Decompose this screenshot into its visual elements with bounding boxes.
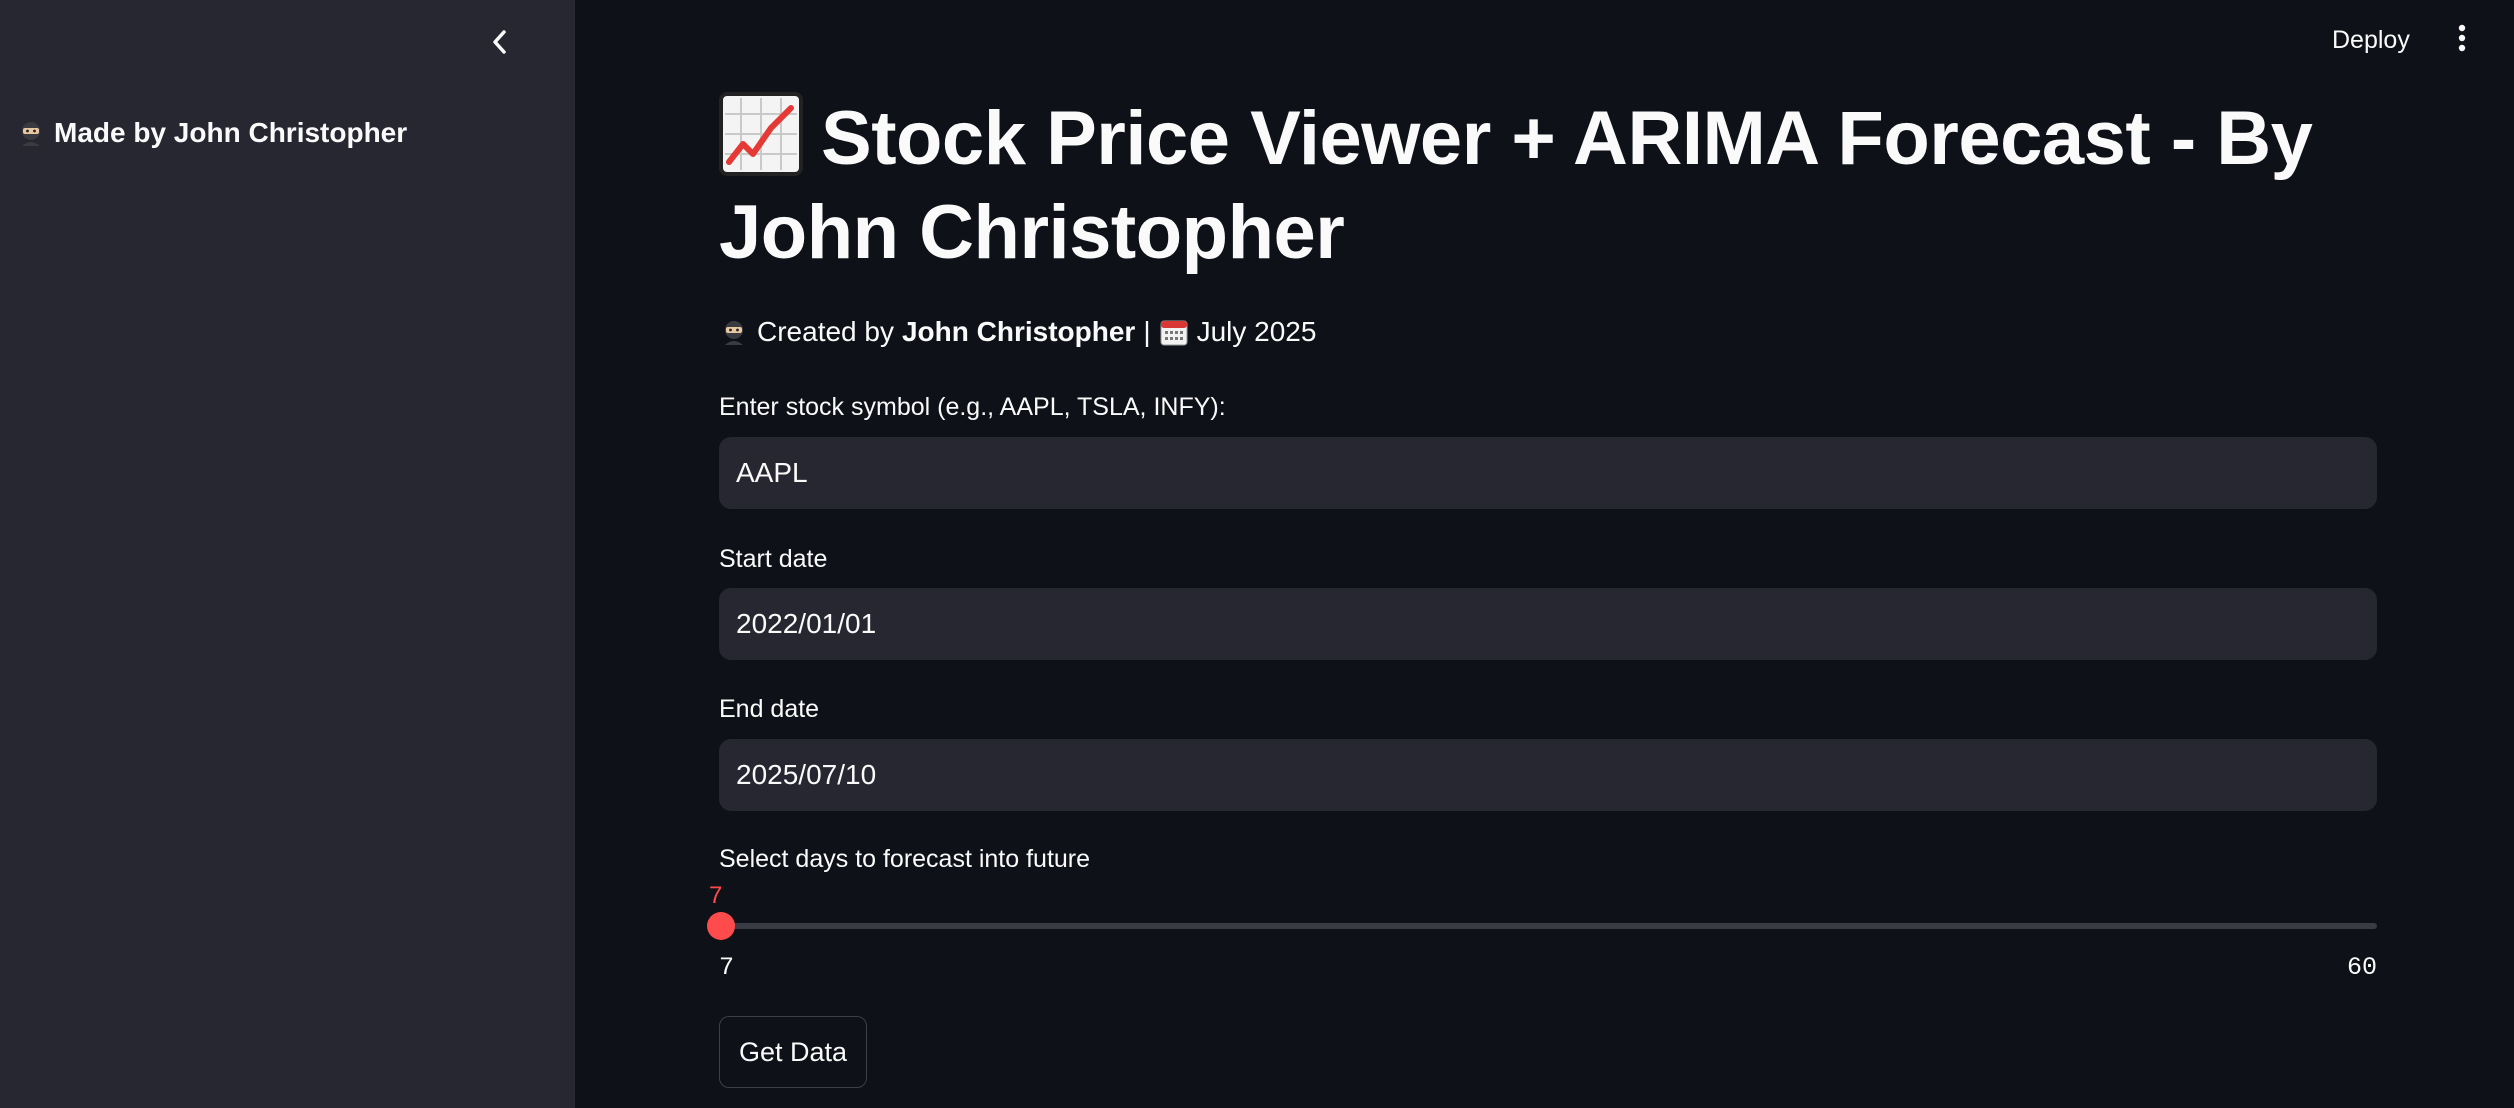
chart-increasing-icon: [719, 92, 803, 176]
subtitle-date: July 2025: [1196, 316, 1317, 347]
slider-current-value: 7: [709, 882, 723, 909]
subtitle-author: John Christopher: [901, 316, 1136, 347]
end-date-input[interactable]: [734, 758, 2362, 792]
subtitle-prefix: Created by: [757, 316, 894, 347]
sidebar-author-text: Made by John Christopher: [54, 117, 408, 148]
forecast-slider-label: Select days to forecast into future: [719, 845, 1091, 873]
forecast-slider-thumb[interactable]: [707, 912, 735, 940]
subtitle: Created by John Christopher | July 2025: [719, 316, 1316, 348]
chevron-left-icon: [493, 30, 506, 54]
slider-max-label: 60: [2346, 953, 2377, 982]
start-date-label: Start date: [719, 545, 828, 573]
symbol-field-label: Enter stock symbol (e.g., AAPL, TSLA, IN…: [719, 393, 1226, 421]
start-date-input[interactable]: [734, 607, 2362, 641]
more-vertical-icon: [2458, 24, 2466, 52]
ninja-icon: [719, 317, 749, 347]
sidebar-author: Made by John Christopher: [16, 117, 407, 149]
deploy-button[interactable]: Deploy: [2332, 25, 2410, 54]
symbol-field[interactable]: [719, 437, 2377, 509]
page-title: Stock Price Viewer + ARIMA Forecast - By…: [719, 92, 2377, 280]
subtitle-separator: |: [1143, 316, 1151, 347]
collapse-sidebar-button[interactable]: [480, 22, 520, 62]
end-date-field[interactable]: [719, 739, 2377, 811]
end-date-label: End date: [719, 695, 820, 723]
slider-min-label: 7: [719, 953, 735, 982]
forecast-slider-track[interactable]: [719, 923, 2377, 929]
calendar-icon: [1159, 317, 1189, 347]
get-data-button[interactable]: Get Data: [719, 1016, 867, 1088]
symbol-input[interactable]: [734, 456, 2362, 490]
start-date-field[interactable]: [719, 588, 2377, 660]
ninja-icon: [16, 118, 46, 148]
page-title-text: Stock Price Viewer + ARIMA Forecast - By…: [719, 96, 2313, 275]
sidebar: Made by John Christopher: [0, 0, 575, 1108]
main-menu-button[interactable]: [2444, 18, 2480, 58]
